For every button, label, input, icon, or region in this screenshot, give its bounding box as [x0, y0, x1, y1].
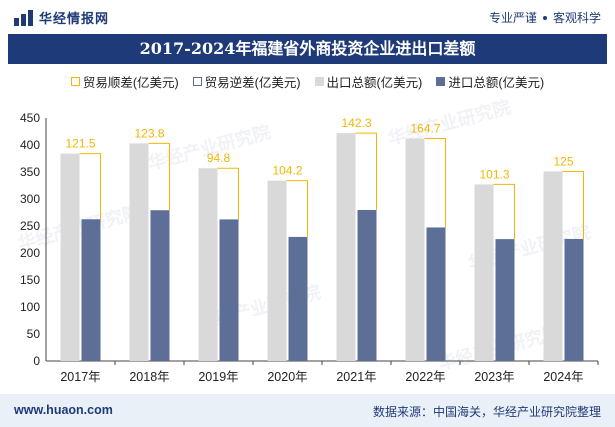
- slogan: 专业严谨 客观科学: [489, 9, 601, 26]
- export-bar: [267, 180, 287, 361]
- legend-item-export: 出口总额(亿美元): [314, 72, 423, 91]
- slogan-left: 专业严谨: [488, 11, 537, 25]
- footer-source: 数据来源：中国海关，华经产业研究院整理: [372, 405, 601, 419]
- y-tick-label: 450: [20, 111, 40, 125]
- surplus-data-label: 104.2: [272, 164, 302, 178]
- x-tick-label: 2018年: [129, 370, 169, 384]
- legend-item-deficit: 贸易逆差(亿美元): [192, 72, 301, 91]
- legend-label-export: 出口总额(亿美元): [326, 76, 423, 90]
- surplus-data-label: 101.3: [479, 167, 509, 181]
- y-tick-label: 50: [27, 327, 41, 341]
- y-tick-label: 150: [20, 273, 40, 287]
- surplus-bracket: [217, 167, 239, 220]
- y-tick-label: 250: [20, 219, 40, 233]
- x-tick-label: 2020年: [267, 370, 307, 384]
- watermark-text: 华经产业研究院: [146, 121, 273, 175]
- brand-logo-icon: [14, 9, 33, 26]
- export-bar: [198, 168, 218, 361]
- legend-label-import: 进口总额(亿美元): [448, 76, 545, 90]
- surplus-data-label: 121.5: [65, 137, 95, 151]
- footer-website: www.huaon.com: [14, 403, 113, 417]
- y-tick-label: 300: [20, 192, 40, 206]
- x-tick-label: 2019年: [198, 370, 238, 384]
- surplus-bracket: [355, 132, 377, 210]
- import-bar: [150, 210, 170, 361]
- x-tick-label: 2017年: [60, 370, 100, 384]
- surplus-data-label: 125: [553, 154, 573, 168]
- legend-swatch-export: [314, 77, 324, 86]
- x-tick-label: 2022年: [405, 370, 445, 384]
- import-bar: [495, 239, 515, 361]
- y-tick-label: 200: [20, 246, 40, 260]
- legend-swatch-import: [436, 77, 446, 86]
- export-bar: [60, 153, 80, 361]
- import-bar: [288, 236, 308, 361]
- surplus-data-label: 94.8: [207, 151, 231, 165]
- surplus-bracket: [148, 142, 170, 211]
- y-tick-label: 0: [33, 354, 40, 368]
- surplus-bracket: [286, 180, 308, 237]
- x-tick-label: 2023年: [474, 370, 514, 384]
- surplus-bracket: [424, 138, 446, 228]
- surplus-bracket: [493, 183, 515, 240]
- import-bar: [81, 219, 101, 361]
- legend-item-surplus: 贸易顺差(亿美元): [70, 72, 179, 91]
- surplus-data-label: 164.7: [410, 122, 440, 136]
- export-bar: [129, 143, 149, 361]
- import-bar: [357, 209, 377, 361]
- export-bar: [336, 133, 356, 361]
- chart-title: 2017-2024年福建省外商投资企业进出口差额: [8, 34, 607, 64]
- y-tick-label: 400: [20, 138, 40, 152]
- import-bar: [564, 238, 584, 361]
- legend-swatch-deficit: [192, 77, 202, 86]
- import-bar: [219, 219, 239, 361]
- legend-item-import: 进口总额(亿美元): [436, 72, 544, 91]
- brand: 华经情报网: [14, 8, 109, 27]
- slogan-right: 客观科学: [552, 11, 601, 25]
- y-tick-label: 100: [20, 300, 40, 314]
- x-tick-label: 2024年: [543, 370, 583, 384]
- legend-label-surplus: 贸易顺差(亿美元): [82, 76, 179, 90]
- brand-name: 华经情报网: [39, 11, 110, 26]
- export-bar: [405, 138, 425, 361]
- footer: www.huaon.com 数据来源：中国海关，华经产业研究院整理: [0, 394, 615, 427]
- legend-label-deficit: 贸易逆差(亿美元): [204, 76, 301, 90]
- y-tick-label: 350: [20, 165, 40, 179]
- watermark-text: 华经产业研究院: [386, 96, 513, 150]
- top-bar: 华经情报网 专业严谨 客观科学: [0, 0, 615, 34]
- legend-swatch-surplus: [70, 77, 80, 86]
- x-tick-label: 2021年: [336, 370, 376, 384]
- export-bar: [474, 184, 494, 361]
- surplus-data-label: 142.3: [341, 116, 371, 130]
- slogan-dot-icon: [542, 15, 547, 20]
- export-bar: [543, 171, 563, 361]
- import-bar: [426, 227, 446, 361]
- surplus-data-label: 123.8: [134, 126, 164, 140]
- surplus-bracket: [562, 170, 584, 239]
- surplus-bracket: [79, 153, 101, 220]
- chart-legend: 贸易顺差(亿美元) 贸易逆差(亿美元) 出口总额(亿美元) 进口总额(亿美元): [0, 72, 615, 91]
